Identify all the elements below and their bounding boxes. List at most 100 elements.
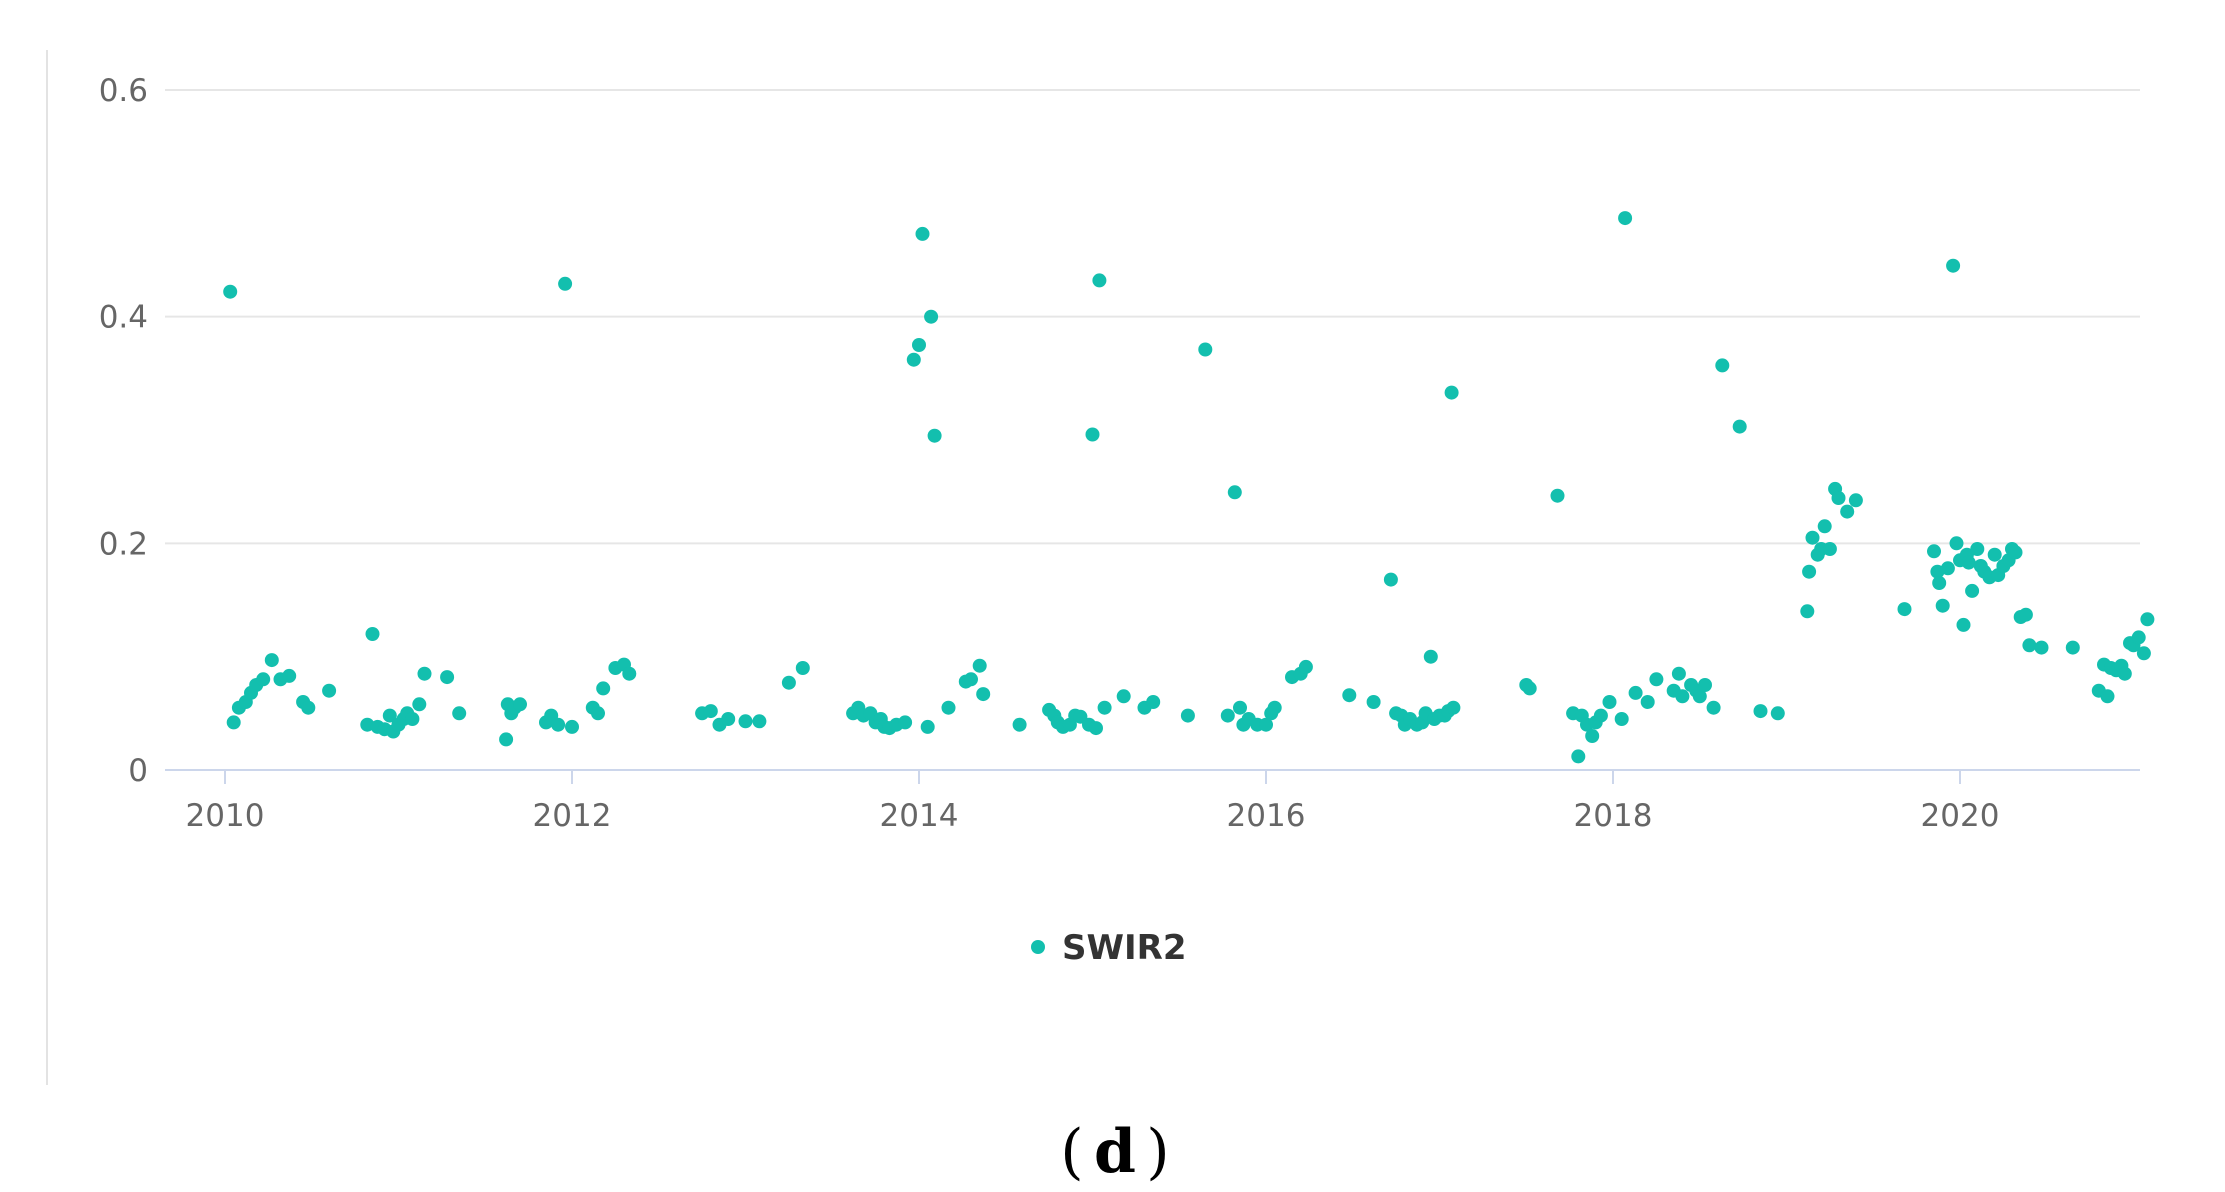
y-tick-label: 0.6 (99, 73, 148, 109)
data-point (1949, 536, 1964, 551)
data-point (1012, 717, 1027, 732)
data-point (417, 666, 432, 681)
data-point (1423, 649, 1438, 664)
data-point (1698, 678, 1712, 692)
data-point (1342, 688, 1357, 703)
data-point (1146, 695, 1161, 709)
data-point (1649, 672, 1664, 687)
data-point (1585, 729, 1600, 743)
data-point (1965, 583, 1980, 598)
data-point (551, 717, 566, 732)
data-point (1940, 561, 1955, 576)
data-point (1446, 700, 1461, 715)
data-point (558, 276, 573, 291)
data-point (2136, 646, 2151, 661)
x-tick-label: 2020 (1921, 798, 2000, 834)
data-point (1770, 706, 1785, 721)
legend-marker (1031, 940, 1045, 954)
data-point (927, 428, 942, 443)
data-point (1116, 689, 1131, 704)
data-point (964, 672, 978, 687)
data-point (1571, 749, 1586, 764)
panel-label: d (1094, 1117, 1136, 1187)
data-point (1935, 598, 1950, 613)
data-point (2140, 612, 2155, 627)
data-point (1618, 211, 1633, 226)
gridlines (165, 89, 2140, 545)
data-point (596, 681, 611, 696)
data-point (1220, 708, 1235, 723)
data-point (1640, 695, 1655, 709)
data-point (1802, 564, 1817, 579)
data-point (1089, 721, 1103, 736)
panel-paren-close: ) (1146, 1117, 1169, 1187)
data-point (282, 668, 297, 683)
x-tick-label: 2010 (186, 798, 265, 834)
data-point (1715, 358, 1730, 373)
data-point (1946, 258, 1961, 273)
data-point (1671, 666, 1686, 681)
data-point (1267, 700, 1282, 715)
panel-paren-open: ( (1060, 1117, 1083, 1187)
legend[interactable]: SWIR2 (1031, 928, 1186, 968)
data-point (1298, 659, 1313, 674)
data-point (1233, 700, 1247, 715)
x-tick-label: 2016 (1227, 798, 1306, 834)
data-point (1800, 604, 1815, 619)
data-point (1366, 695, 1381, 709)
data-point (1227, 485, 1242, 500)
y-axis: 0 0.2 0.4 0.6 (99, 73, 148, 789)
data-point (365, 627, 380, 641)
x-tick-label: 2012 (533, 798, 612, 834)
data-point (499, 732, 514, 747)
data-point (941, 700, 956, 715)
data-point (1593, 708, 1608, 723)
data-point (898, 715, 913, 730)
data-point (412, 697, 427, 712)
data-point (1550, 488, 1565, 503)
data-point (301, 700, 316, 715)
data-point (976, 687, 991, 702)
data-point (924, 309, 939, 324)
data-point (1602, 695, 1617, 709)
data-point (2065, 640, 2080, 655)
data-point (2008, 545, 2023, 560)
data-point (1927, 544, 1941, 559)
data-point (2018, 607, 2033, 622)
data-point (565, 719, 579, 734)
data-point (382, 708, 397, 723)
data-point (1805, 530, 1820, 545)
data-point (781, 675, 796, 690)
data-point (1848, 493, 1863, 508)
data-point (440, 670, 455, 685)
data-point (1817, 519, 1832, 534)
data-point (2131, 630, 2146, 645)
data-point (256, 672, 271, 687)
data-point (1822, 542, 1837, 556)
data-point (912, 338, 926, 352)
data-point (1932, 576, 1947, 590)
data-point (1692, 689, 1707, 704)
data-point (795, 661, 810, 675)
data-point (1970, 542, 1985, 556)
data-point (1987, 547, 2002, 562)
data-point (1930, 564, 1945, 579)
data-point (513, 697, 527, 712)
data-point (2117, 666, 2132, 681)
data-point (223, 284, 238, 299)
data-point (906, 352, 921, 367)
data-point (1092, 273, 1107, 288)
data-point (1085, 427, 1100, 442)
panel-caption: ( d ) (1060, 1117, 1169, 1187)
data-point (322, 683, 337, 698)
data-point (721, 712, 736, 726)
data-point (915, 226, 930, 241)
data-point (226, 715, 241, 730)
data-point (622, 666, 637, 681)
x-tick-label: 2014 (880, 798, 959, 834)
data-point (1259, 717, 1273, 732)
data-point (1097, 700, 1112, 715)
y-tick-label: 0.4 (99, 300, 148, 336)
data-point (591, 706, 605, 721)
data-point (2100, 689, 2115, 704)
